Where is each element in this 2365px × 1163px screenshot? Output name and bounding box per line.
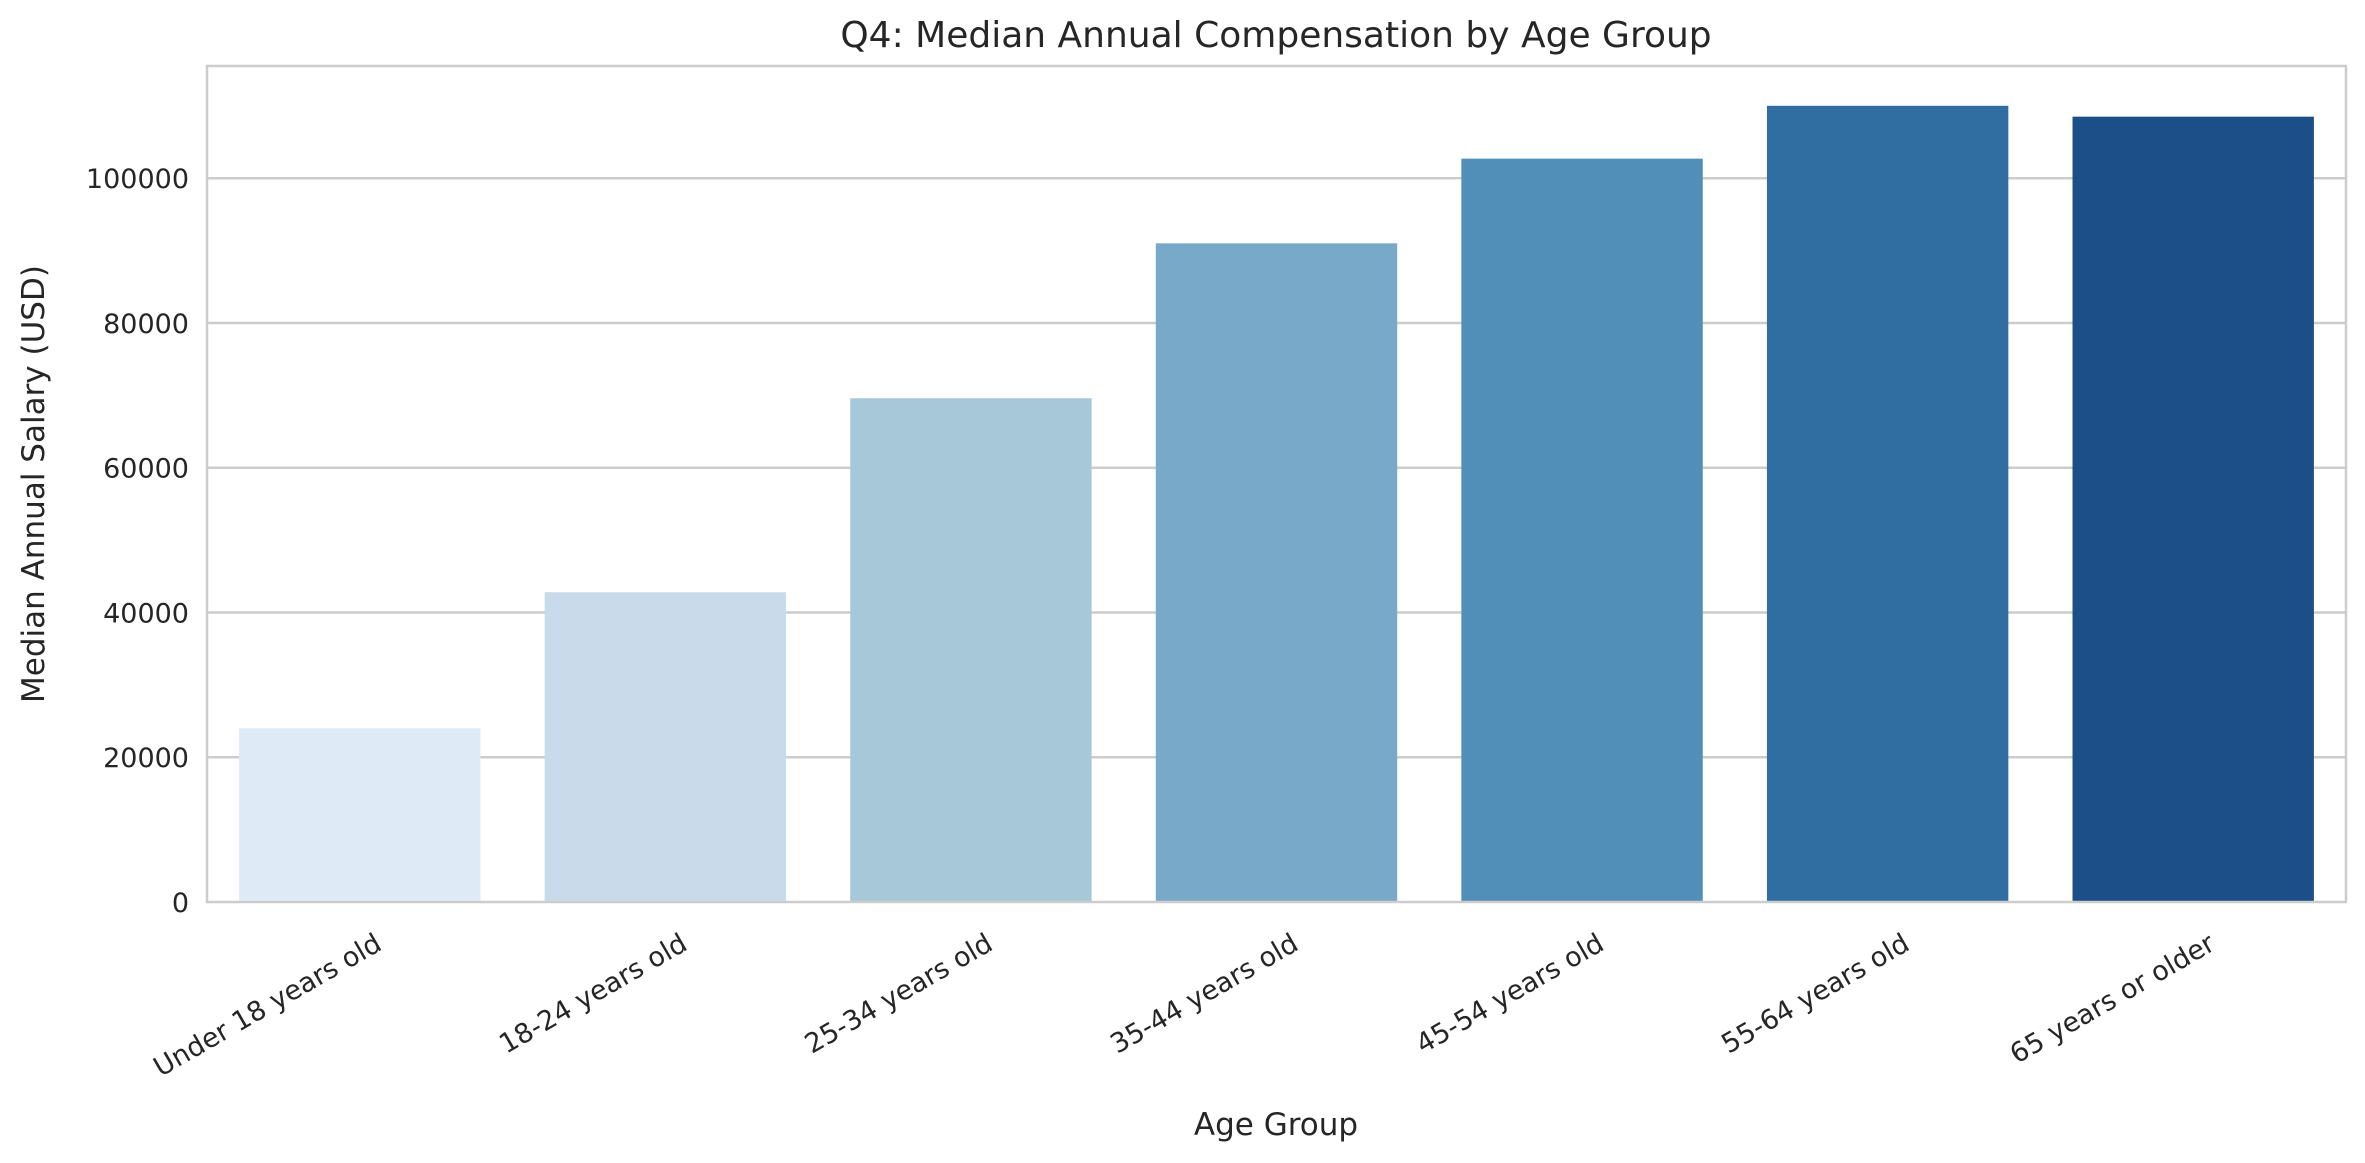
- bar: [850, 398, 1092, 902]
- x-tick-labels: Under 18 years old 18-24 years old 25-34 y…: [149, 927, 2222, 1083]
- y-tick-label: 20000: [103, 743, 189, 774]
- x-tick-label: 45-54 years old: [1411, 928, 1609, 1060]
- bar: [1155, 243, 1398, 903]
- plot-frame: [205, 64, 2348, 904]
- y-tick-label: 80000: [103, 309, 189, 340]
- x-tick-label: 25-34 years old: [800, 928, 998, 1060]
- x-axis-label: Age Group: [1194, 1107, 1358, 1143]
- bar: [1766, 105, 2009, 903]
- x-tick-label: Under 18 years old: [149, 928, 387, 1083]
- bar: [2072, 116, 2314, 902]
- bar: [1461, 158, 1703, 903]
- bars: [239, 105, 2314, 903]
- x-tick-label: 18-24 years old: [494, 928, 692, 1060]
- x-tick-label: 35-44 years old: [1105, 928, 1303, 1060]
- bar: [239, 728, 481, 902]
- y-axis-label: Median Annual Salary (USD): [16, 265, 52, 703]
- y-tick-labels: 0 20000 40000 60000 80000 100000: [86, 164, 189, 919]
- x-tick-label: 55-64 years old: [1716, 928, 1914, 1060]
- y-tick-label: 60000: [103, 454, 189, 485]
- bar: [544, 592, 787, 902]
- chart-title: Q4: Median Annual Compensation by Age Gr…: [840, 15, 1711, 56]
- y-tick-label: 100000: [86, 164, 189, 195]
- x-tick-label: 65 years or older: [2005, 927, 2221, 1070]
- y-tick-label: 40000: [103, 598, 189, 629]
- y-tick-label: 0: [172, 888, 189, 919]
